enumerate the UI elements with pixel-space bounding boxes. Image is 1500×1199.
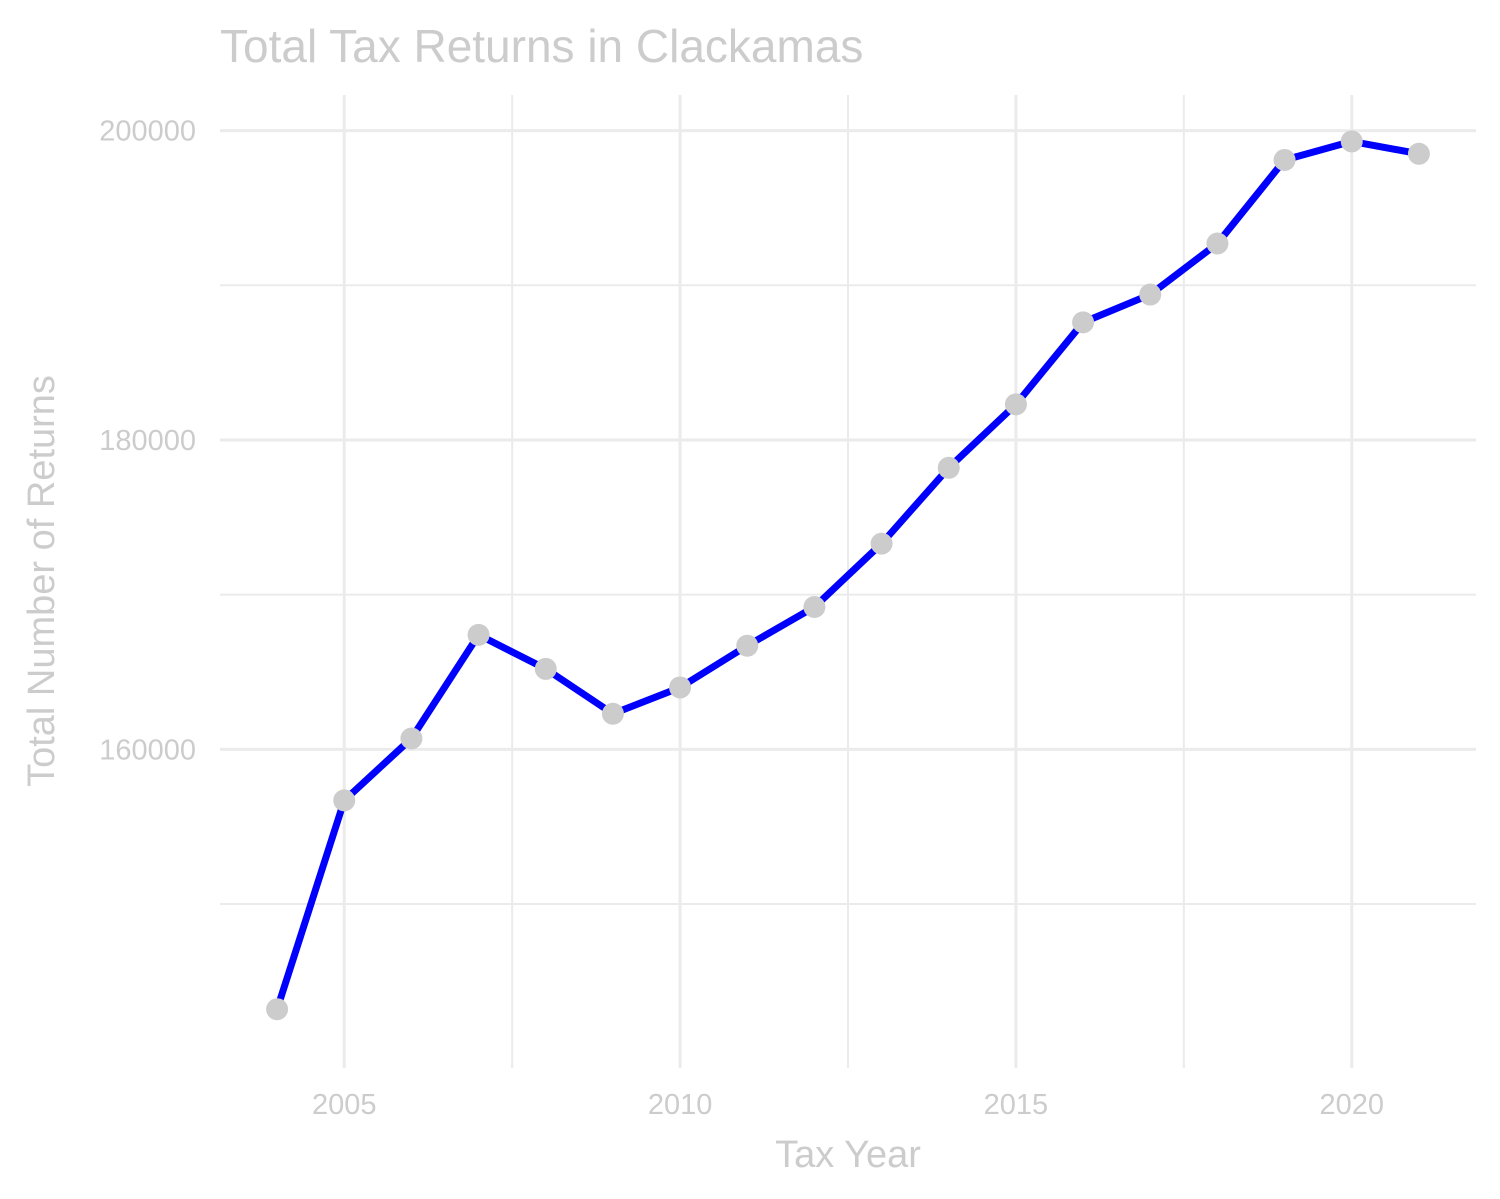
data-points xyxy=(266,130,1430,1021)
x-tick-label: 2015 xyxy=(984,1089,1049,1121)
x-tick-label: 2020 xyxy=(1319,1089,1384,1121)
series-layer xyxy=(273,137,1423,1013)
data-point xyxy=(333,789,356,812)
data-point xyxy=(803,596,826,619)
x-axis-title: Tax Year xyxy=(775,1134,921,1176)
y-axis-title: Total Number of Returns xyxy=(21,375,63,787)
data-point xyxy=(534,657,557,680)
y-axis-ticks: 160000 180000 200000 xyxy=(99,116,196,767)
data-point xyxy=(1139,283,1162,306)
x-axis-ticks: 2005 2010 2015 2020 xyxy=(312,1089,1384,1121)
x-tick-label: 2010 xyxy=(648,1089,713,1121)
data-point xyxy=(736,634,759,657)
data-point xyxy=(400,727,423,750)
data-point xyxy=(1072,311,1095,334)
data-point xyxy=(266,998,289,1021)
data-point xyxy=(467,623,490,646)
data-point xyxy=(1004,393,1027,416)
data-point xyxy=(601,702,624,725)
series-line xyxy=(273,137,1423,1013)
data-point xyxy=(870,532,893,555)
y-tick-label: 180000 xyxy=(99,425,196,457)
y-tick-label: 160000 xyxy=(99,734,196,766)
data-point xyxy=(669,676,692,699)
y-tick-label: 200000 xyxy=(99,116,196,148)
data-point xyxy=(1340,130,1363,153)
data-point xyxy=(1273,148,1296,171)
grid xyxy=(220,95,1476,1068)
x-tick-label: 2005 xyxy=(312,1089,377,1121)
data-point xyxy=(1407,142,1430,165)
chart-title: Total Tax Returns in Clackamas xyxy=(220,20,863,72)
data-point xyxy=(1206,232,1229,255)
data-point xyxy=(937,456,960,479)
